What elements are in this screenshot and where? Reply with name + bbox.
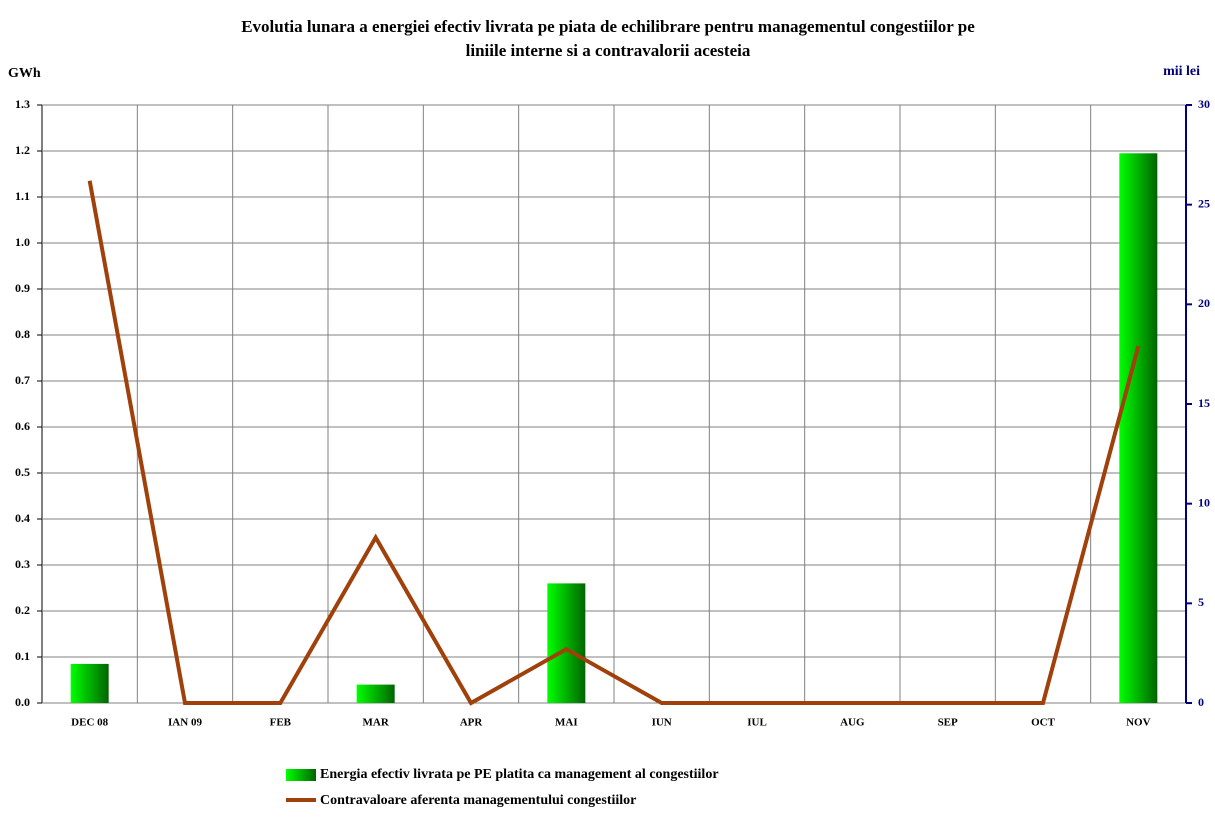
y-axis-label: GWh (8, 66, 41, 81)
chart-title: liniile interne si a contravalorii acest… (466, 41, 751, 60)
y-tick-label: 0.8 (15, 327, 30, 341)
bar (356, 684, 395, 703)
y-tick-label: 0.9 (15, 281, 30, 295)
x-tick-label: AUG (840, 717, 865, 729)
y-tick-label: 0.5 (15, 465, 30, 479)
bar (70, 663, 109, 703)
x-tick-label: NOV (1126, 717, 1151, 729)
y2-tick-label: 20 (1198, 296, 1210, 310)
x-tick-label: APR (460, 717, 484, 729)
line (87, 180, 1141, 706)
x-tick-label: MAR (363, 717, 390, 729)
x-tick-label: MAI (555, 717, 578, 729)
x-tick-label: IUN (652, 717, 672, 729)
x-tick-label: FEB (270, 717, 292, 729)
legend-label: Contravaloare aferenta managementului co… (320, 793, 636, 808)
x-tick-label: OCT (1031, 717, 1056, 729)
x-tick-label: DEC 08 (71, 717, 108, 729)
y2-axis-label: mii lei (1163, 64, 1200, 79)
bar (547, 583, 586, 703)
y-tick-label: 0.1 (15, 649, 30, 663)
y-tick-label: 0.0 (15, 695, 30, 709)
y-tick-label: 1.0 (15, 235, 30, 249)
x-tick-label: SEP (938, 717, 958, 729)
y2-tick-label: 0 (1198, 695, 1204, 709)
bar (1119, 153, 1158, 704)
y-tick-label: 0.2 (15, 603, 30, 617)
legend-swatch (286, 769, 316, 781)
y2-tick-label: 25 (1198, 196, 1210, 210)
y2-tick-label: 30 (1198, 97, 1210, 111)
y-tick-label: 1.1 (15, 189, 30, 203)
y-tick-label: 1.3 (15, 97, 30, 111)
chart-title: Evolutia lunara a energiei efectiv livra… (241, 17, 975, 36)
y-tick-label: 0.4 (15, 511, 30, 525)
legend-label: Energia efectiv livrata pe PE platita ca… (320, 767, 719, 782)
y-tick-label: 0.6 (15, 419, 30, 433)
y2-tick-label: 5 (1198, 595, 1204, 609)
y-tick-label: 0.7 (15, 373, 30, 387)
x-tick-label: IUL (747, 717, 767, 729)
y2-tick-label: 15 (1198, 396, 1210, 410)
x-tick-label: IAN 09 (168, 717, 202, 729)
y-tick-label: 1.2 (15, 143, 30, 157)
y-tick-label: 0.3 (15, 557, 30, 571)
y2-tick-label: 10 (1198, 495, 1210, 509)
